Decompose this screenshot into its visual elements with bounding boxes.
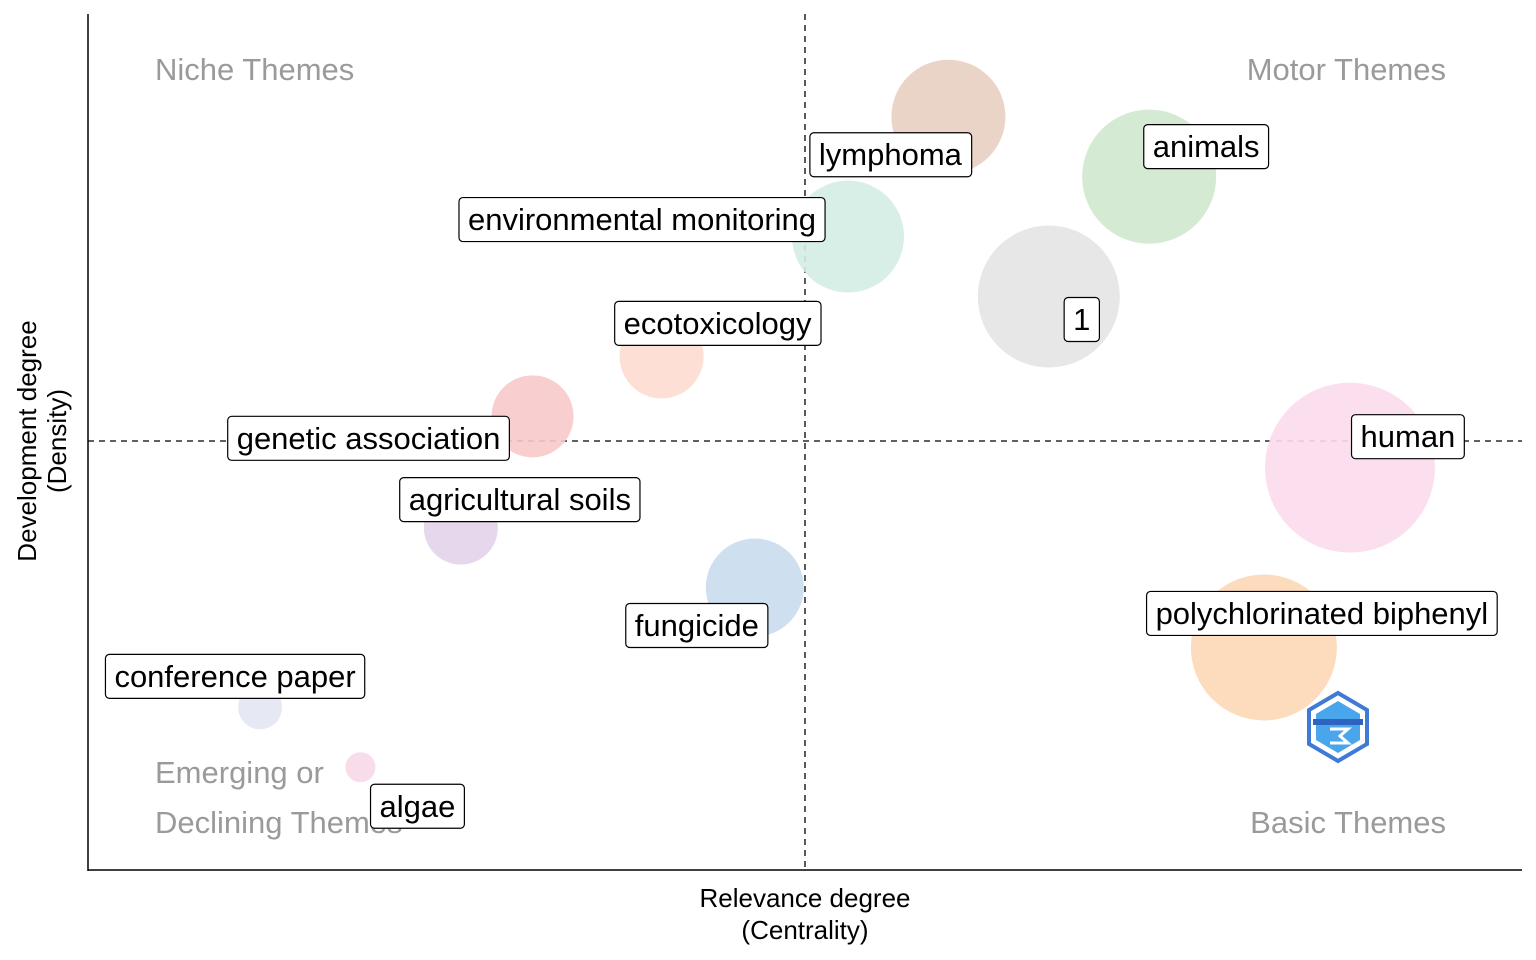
quadrant-labels: Niche Themes Motor Themes Emerging or Decli… xyxy=(155,52,1446,840)
label-algae: algae xyxy=(369,783,465,829)
svg-text:agricultural soils: agricultural soils xyxy=(409,482,631,517)
svg-text:1: 1 xyxy=(1073,302,1090,337)
bubble-algae xyxy=(345,752,376,783)
svg-text:human: human xyxy=(1361,419,1456,454)
svg-text:genetic association: genetic association xyxy=(237,421,501,456)
theme-labels: lymphoma animals environmental monitoring 1… xyxy=(104,124,1498,829)
label-fungicide: fungicide xyxy=(625,602,769,649)
y-axis-title-line-1: Development degree xyxy=(12,320,42,561)
label-1: 1 xyxy=(1063,296,1101,343)
svg-text:ecotoxicology: ecotoxicology xyxy=(624,306,812,341)
label-human: human xyxy=(1350,414,1465,460)
label-lymphoma: lymphoma xyxy=(809,132,973,178)
bubble-genetic-association xyxy=(491,375,574,458)
svg-text:polychlorinated biphenyl: polychlorinated biphenyl xyxy=(1156,596,1489,631)
y-axis-title-line-2: (Density) xyxy=(42,389,72,493)
bibliometrix-logo-icon xyxy=(1307,690,1369,764)
label-ecotoxicology: ecotoxicology xyxy=(614,300,822,346)
quadrant-label-basic: Basic Themes xyxy=(1250,805,1446,840)
label-polychlorinated-biphenyl: polychlorinated biphenyl xyxy=(1145,590,1498,637)
x-axis-title-line-1: Relevance degree xyxy=(699,883,910,913)
label-genetic-association: genetic association xyxy=(227,415,510,461)
bubble-1 xyxy=(977,225,1120,368)
quadrant-label-motor: Motor Themes xyxy=(1247,52,1446,87)
svg-text:algae: algae xyxy=(380,789,456,824)
label-animals: animals xyxy=(1143,124,1270,170)
x-axis-title-line-2: (Centrality) xyxy=(741,915,868,945)
quadrant-label-emerging-line-2: Declining Themes xyxy=(155,805,403,840)
quadrant-label-emerging-line-1: Emerging or xyxy=(155,755,324,790)
svg-text:animals: animals xyxy=(1153,129,1260,164)
x-axis-title: Relevance degree(Centrality) xyxy=(699,883,910,945)
quadrant-label-niche: Niche Themes xyxy=(155,52,354,87)
label-agricultural-soils: agricultural soils xyxy=(399,477,641,523)
svg-text:lymphoma: lymphoma xyxy=(819,137,963,172)
label-conference-paper: conference paper xyxy=(104,653,366,699)
bubble-human xyxy=(1264,382,1435,553)
svg-text:conference paper: conference paper xyxy=(114,659,355,694)
label-environmental-monitoring: environmental monitoring xyxy=(458,196,826,243)
svg-text:environmental monitoring: environmental monitoring xyxy=(468,202,816,237)
svg-text:fungicide: fungicide xyxy=(635,608,759,643)
y-axis-title: Development degree (Density) xyxy=(12,320,72,561)
